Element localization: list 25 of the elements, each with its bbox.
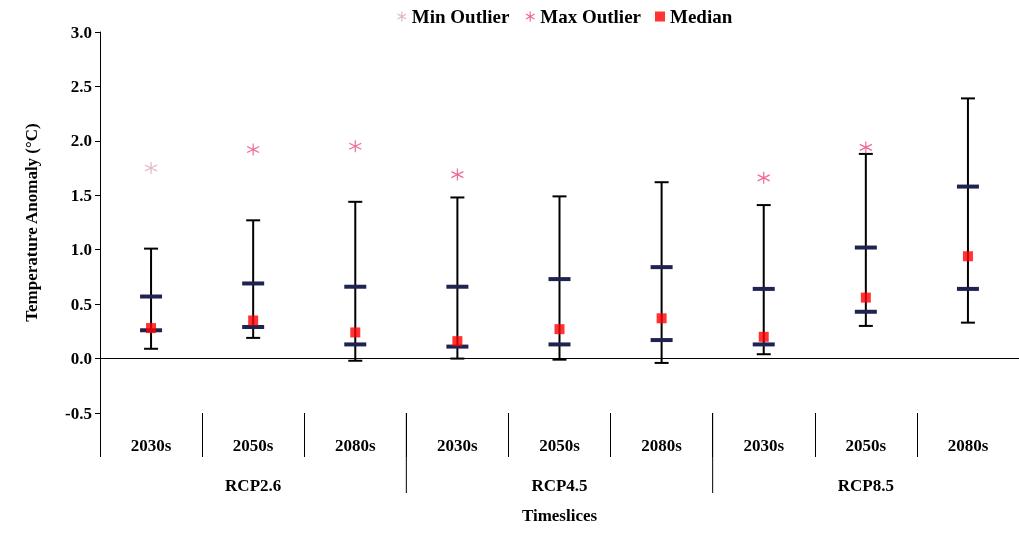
text: RCP4.5: [531, 475, 588, 495]
legend-label: Max Outlier: [540, 6, 642, 27]
legend-label: Min Outlier: [411, 6, 510, 27]
y-tick-label: -0.5: [65, 403, 92, 423]
legend-label: Median: [670, 6, 733, 27]
x-tick-label: 2050s: [232, 436, 274, 455]
text: RCP2.6: [225, 475, 282, 495]
y-tick-label: 3.0: [70, 22, 92, 42]
x-axis-title: Timeslices: [521, 506, 598, 525]
x-tick-label: 2030s: [743, 436, 785, 455]
x-tick-label: 2030s: [130, 436, 172, 455]
y-tick-label: 0.5: [70, 294, 92, 314]
y-tick-label: 2.0: [70, 131, 92, 151]
y-axis-title: Temperature Anomaly (°C): [22, 123, 41, 322]
text: RCP8.5: [837, 475, 894, 495]
x-tick-label: 2050s: [845, 436, 887, 455]
x-tick-label: 2050s: [539, 436, 581, 455]
y-tick-label: 0.0: [70, 349, 92, 369]
x-tick-label: 2030s: [437, 436, 479, 455]
y-tick-label: 1.0: [70, 240, 92, 260]
y-tick-label: 2.5: [70, 76, 92, 96]
x-tick-label: 2080s: [334, 436, 376, 455]
x-tick-label: 2080s: [947, 436, 989, 455]
y-tick-label: 1.5: [70, 185, 92, 205]
x-tick-label: 2080s: [641, 436, 683, 455]
